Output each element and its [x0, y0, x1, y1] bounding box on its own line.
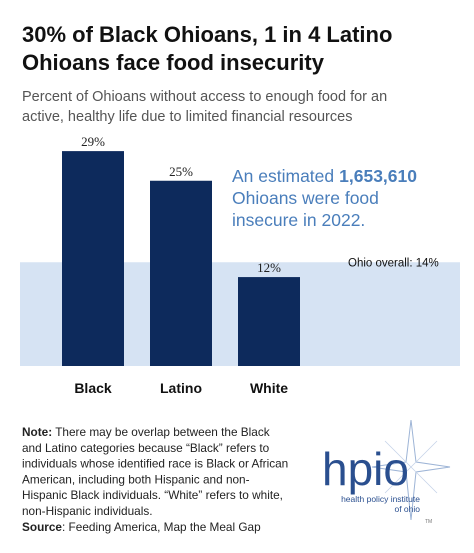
annotation: An estimated 1,653,610: [232, 166, 417, 186]
value-label: 29%: [81, 134, 105, 149]
note-line: Hispanic Black individuals. “White” refe…: [22, 488, 283, 502]
note-line: Note: There may be overlap between the B…: [22, 425, 270, 439]
x-tick-label: Black: [74, 380, 112, 396]
note-text: American, including both Hispanic and no…: [22, 472, 250, 486]
note-text: individuals whose identified race is Bla…: [22, 457, 288, 471]
plot: Ohio overall: 14% 29% Black 25% Latino 12% Whi…: [20, 134, 460, 396]
chart-subtitle: Percent of Ohioans without access to eno…: [22, 89, 387, 105]
note-text: There may be overlap between the Black: [52, 425, 270, 439]
chart-title: Ohioans face food insecurity: [22, 50, 325, 75]
chart-subtitle: active, healthy life due to limited fina…: [22, 109, 352, 125]
source-label: Source: [22, 520, 62, 534]
logo: hpio health policy institute of ohio TM: [322, 419, 451, 525]
annotation-text: An estimated: [232, 166, 334, 186]
bar: [150, 180, 212, 366]
note-text: and Latino categories because “Black” re…: [22, 441, 270, 455]
logo-star: [371, 419, 451, 521]
bar: [62, 151, 124, 366]
note-label: Note:: [22, 425, 52, 439]
note-text: Hispanic Black individuals. “White” refe…: [22, 488, 283, 502]
value-label: 25%: [169, 164, 193, 179]
logo-text: health policy institute: [341, 494, 420, 504]
annotation-number: 1,653,610: [339, 166, 417, 186]
logo-tm: TM: [425, 519, 432, 525]
note-line: individuals whose identified race is Bla…: [22, 457, 288, 471]
logo-text: of ohio: [394, 504, 420, 514]
chart-title: 30% of Black Ohioans, 1 in 4 Latino: [22, 22, 392, 47]
annotation: insecure in 2022.: [232, 210, 365, 230]
x-tick-label: White: [250, 380, 288, 396]
note-text: non-Hispanic individuals.: [22, 504, 153, 518]
value-label: 12%: [257, 260, 281, 275]
notes: Note: There may be overlap between the B…: [22, 425, 288, 534]
source-text: : Feeding America, Map the Meal Gap: [62, 520, 261, 534]
bar: [238, 277, 300, 366]
x-tick-label: Latino: [160, 380, 202, 396]
logo-star: [384, 440, 438, 494]
annotation: Ohioans were food: [232, 188, 379, 208]
note-line: American, including both Hispanic and no…: [22, 472, 250, 486]
reference-label: Ohio overall: 14%: [348, 257, 439, 269]
note-line: and Latino categories because “Black” re…: [22, 441, 270, 455]
logo-name: hpio: [322, 443, 409, 495]
note-line: non-Hispanic individuals.: [22, 504, 153, 518]
source: Source: Feeding America, Map the Meal Ga…: [22, 520, 261, 534]
